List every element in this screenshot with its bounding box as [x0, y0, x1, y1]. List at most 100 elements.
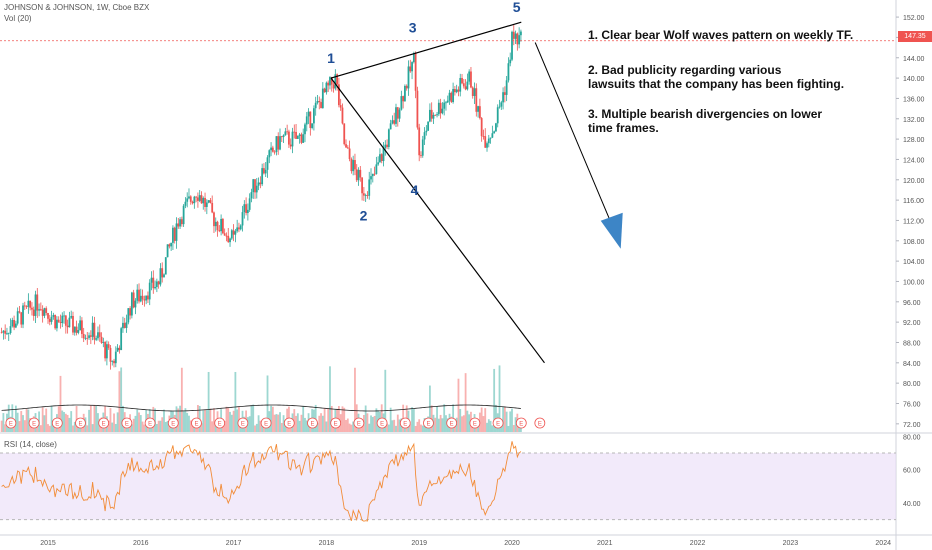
- candle-body: [321, 88, 324, 109]
- volume-bar: [254, 425, 256, 432]
- volume-bar: [23, 420, 26, 432]
- volume-bar: [89, 405, 92, 432]
- candle-body: [380, 154, 383, 162]
- candle-body: [155, 281, 158, 287]
- candle-body: [271, 147, 274, 152]
- candle-body: [164, 257, 167, 275]
- earnings-marker: [353, 417, 365, 429]
- candle-body: [520, 31, 522, 36]
- candle-body: [239, 225, 242, 230]
- candle-body: [336, 74, 339, 85]
- candle-body: [243, 204, 246, 213]
- volume-bar: [282, 415, 285, 432]
- volume-bar: [384, 369, 387, 432]
- candle-body: [36, 294, 39, 311]
- price-tick-label: 72.00: [903, 422, 921, 429]
- volume-bar: [180, 367, 183, 432]
- volume-bar: [114, 423, 117, 432]
- candle-body: [195, 196, 198, 198]
- candle-body: [68, 317, 71, 328]
- candle-body: [452, 89, 455, 103]
- candle-body: [180, 219, 183, 225]
- volume-bar: [116, 412, 119, 432]
- candle-body: [48, 318, 51, 322]
- volume-bar: [205, 410, 208, 432]
- candle-body: [296, 135, 299, 139]
- earnings-marker: [376, 417, 388, 429]
- candle-body: [266, 157, 269, 170]
- volume-bar: [257, 415, 260, 432]
- candle-body: [14, 323, 17, 328]
- candle-body: [495, 123, 497, 132]
- volume-bar: [371, 416, 374, 432]
- volume-bar: [109, 408, 112, 432]
- candle-body: [23, 305, 26, 307]
- volume-bar: [2, 413, 5, 432]
- candle-body: [455, 89, 458, 93]
- earnings-marker: [399, 417, 411, 429]
- volume-bar: [141, 421, 144, 432]
- candle-body: [434, 114, 437, 116]
- candle-body: [443, 102, 446, 109]
- candle-body: [2, 330, 5, 333]
- current-price-tag: 147.35: [898, 31, 932, 42]
- candle-body: [205, 202, 208, 207]
- earnings-marker-upcoming: [534, 417, 546, 429]
- volume-bar: [505, 411, 508, 432]
- candle-body: [221, 218, 224, 234]
- earnings-marker: [330, 417, 342, 429]
- candle-body: [113, 360, 115, 364]
- candle-body: [368, 179, 371, 196]
- wave-label-5: 5: [513, 0, 521, 15]
- earnings-marker-letter: E: [32, 422, 36, 428]
- earnings-marker-letter: E: [357, 422, 361, 428]
- volume-bar: [439, 414, 442, 432]
- candle-body: [111, 360, 114, 362]
- volume-bar: [329, 366, 331, 432]
- earnings-marker-letter: E: [334, 422, 338, 428]
- volume-bar: [202, 410, 205, 432]
- volume-bar: [321, 415, 324, 432]
- candle-body: [11, 320, 14, 327]
- volume-bar: [487, 419, 490, 432]
- volume-bar: [386, 423, 388, 432]
- volume-bar: [189, 420, 192, 432]
- candle-body: [145, 295, 148, 301]
- wolf-wave-trendline: [330, 21, 522, 79]
- candle-body: [18, 311, 21, 313]
- candle-body: [246, 209, 249, 214]
- candle-body: [370, 176, 372, 180]
- candle-body: [386, 144, 388, 147]
- candle-body: [418, 127, 421, 156]
- candle-body: [295, 131, 297, 139]
- wolf-wave-trendline: [330, 77, 545, 364]
- earnings-marker: [121, 417, 133, 429]
- candle-body: [236, 227, 239, 232]
- time-tick-label: 2023: [783, 540, 799, 547]
- candle-body: [412, 53, 415, 63]
- candle-body: [400, 96, 403, 110]
- candle-body: [9, 326, 12, 334]
- volume-bar: [518, 424, 521, 432]
- candle-body: [7, 333, 10, 334]
- candle-body: [188, 196, 190, 199]
- candle-body: [248, 198, 251, 210]
- candle-body: [186, 198, 189, 202]
- time-tick-label: 2024: [875, 540, 891, 547]
- volume-bar: [398, 419, 401, 432]
- candle-body: [300, 134, 303, 143]
- candle-body: [366, 195, 369, 196]
- volume-bar: [177, 408, 180, 432]
- note-bad-publicity: 2. Bad publicity regarding various lawsu…: [588, 63, 845, 91]
- candle-body: [98, 332, 101, 337]
- volume-bar: [341, 406, 344, 432]
- candle-body: [389, 123, 392, 130]
- earnings-marker-letter: E: [55, 422, 59, 428]
- candle-body: [129, 308, 131, 316]
- candle-body: [47, 312, 49, 319]
- price-tick-label: 120.00: [903, 178, 925, 185]
- candle-body: [104, 342, 107, 359]
- volume-bar: [64, 413, 67, 432]
- candle-body: [329, 77, 331, 86]
- volume-bar: [509, 411, 512, 432]
